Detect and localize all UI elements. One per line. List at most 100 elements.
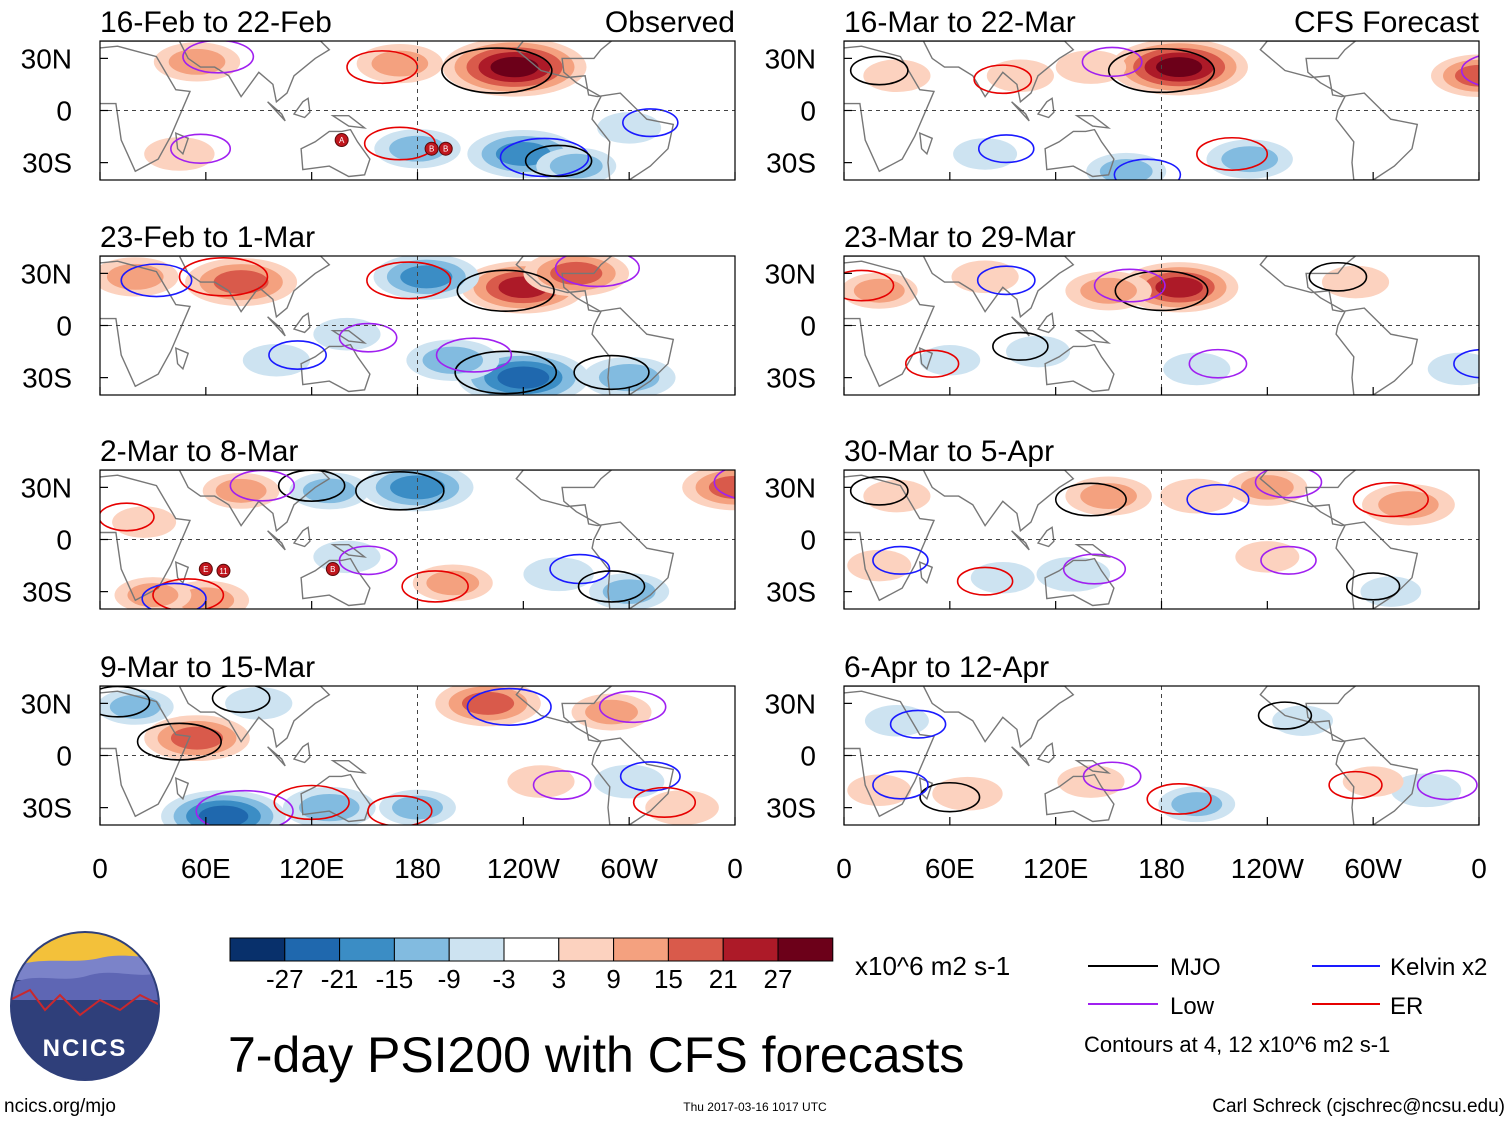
anomaly-mark [847, 774, 912, 806]
y-tick-label: 30N [765, 472, 816, 503]
anomaly-mark [847, 549, 912, 582]
y-tick-label: 0 [800, 741, 816, 772]
x-tick-label: 0 [727, 853, 743, 884]
coastline [174, 560, 190, 585]
cyclone-marker: A [334, 133, 349, 148]
coastline [267, 746, 286, 767]
coastline [918, 560, 934, 585]
contour-low [1460, 55, 1479, 86]
contour-low [1082, 761, 1142, 792]
anomaly-mark [400, 265, 453, 289]
panel-period-title: 6-Apr to 12-Apr [844, 651, 1049, 684]
y-tick-label: 0 [800, 96, 816, 127]
panel-column-label: Observed [605, 6, 735, 39]
cyclone-marker: E [198, 562, 213, 577]
coastline [844, 686, 1075, 749]
cyclone-marker: B [325, 562, 340, 577]
colorbar-swatch [339, 937, 395, 962]
coastline [1044, 557, 1115, 607]
anomaly-mark [1156, 57, 1203, 77]
contour-mjo [136, 722, 222, 761]
anomaly-mark [549, 153, 603, 179]
contour-low [182, 41, 255, 74]
contour-er [973, 64, 1033, 95]
contour-kelvin [872, 770, 929, 800]
y-tick-label: 30S [766, 793, 816, 824]
anomaly-mark [1235, 541, 1300, 573]
contour-er [1196, 136, 1269, 171]
x-axis-labels: 0 60E 120E 180 120W 60W 0 0 60E 120E 180 120W 60W 0 [92, 853, 1487, 884]
coastline [1036, 526, 1055, 548]
contour-kelvin [619, 761, 681, 792]
coastline [100, 690, 192, 818]
y-tick-label: 30N [765, 258, 816, 289]
legend: MJO Kelvin x2 Low ER Contours at 4, 12 x… [1084, 954, 1487, 1057]
colorbar-tick-label: 27 [764, 964, 793, 994]
contour-kelvin [120, 263, 193, 298]
coastline [515, 470, 675, 609]
coastline [918, 131, 934, 156]
coastline [100, 256, 331, 319]
contour-kelvin [268, 340, 327, 370]
contour-mjo [849, 55, 909, 86]
anomaly-mark [215, 478, 267, 503]
anomaly-mark [198, 805, 249, 825]
colorbar: -27 -21 -15 -9 -3 3 9 15 21 27 [229, 937, 834, 994]
coastline [1074, 115, 1112, 129]
colorbar-swatch [284, 937, 341, 962]
coastline [844, 260, 936, 388]
anomaly-mark [919, 345, 981, 376]
x-tick-label: 0 [92, 853, 108, 884]
anomaly-mark [112, 506, 177, 538]
anomaly-mark [461, 691, 515, 715]
contour-mjo [577, 570, 646, 603]
colorbar-swatch [229, 937, 286, 962]
coastline [844, 45, 936, 173]
coastline [844, 41, 1075, 104]
legend-label-low: Low [1170, 993, 1215, 1020]
anomaly-mark [371, 50, 429, 77]
coastline [100, 41, 331, 104]
y-tick-label: 0 [800, 311, 816, 342]
colorbar-tick-label: 3 [552, 964, 566, 994]
contour-low [1260, 545, 1317, 575]
colorbar-swatch [448, 937, 505, 962]
anomaly-mark [1159, 478, 1234, 514]
ncics-logo: NCICS [10, 931, 160, 1081]
contour-mjo [919, 781, 981, 813]
x-tick-label: 180 [394, 853, 441, 884]
contour-kelvin [499, 137, 590, 178]
contour-mjo [524, 144, 593, 178]
cyclone-label: A [339, 136, 345, 145]
contour-er [632, 786, 697, 819]
contour-er [1328, 770, 1383, 800]
contour-mjo [573, 354, 650, 391]
coastline [918, 346, 934, 371]
anomaly-mark [1378, 491, 1439, 519]
anomaly-mark [1240, 475, 1294, 500]
contour-low [532, 770, 592, 800]
coastline [1036, 312, 1055, 334]
anomaly-mark [213, 270, 269, 295]
anomaly-mark [1055, 50, 1127, 84]
logo-text: NCICS [43, 1035, 128, 1062]
cyclone-label: B [429, 145, 434, 154]
y-tick-label: 30S [22, 148, 72, 179]
colorbar-tick-label: -9 [438, 964, 461, 994]
coastline [330, 544, 368, 558]
anomaly-mark [585, 699, 638, 725]
anomaly-mark [1321, 265, 1390, 299]
colorbar-tick-label: -21 [321, 964, 359, 994]
x-tick-label: 0 [1471, 853, 1487, 884]
coastline [100, 45, 192, 173]
anomaly-mark [242, 343, 310, 377]
coastline [1074, 544, 1112, 558]
anomaly-mark [951, 260, 1019, 294]
contour-er [1146, 782, 1212, 815]
cyclone-label: 11 [219, 567, 228, 576]
coastline [918, 776, 934, 801]
coastline [515, 256, 675, 395]
contour-low [1081, 46, 1143, 78]
map-panel-0: A B B 30N 0 30S 16-Feb to 22-Feb Observed [21, 6, 736, 181]
anomaly-mark [864, 705, 929, 737]
